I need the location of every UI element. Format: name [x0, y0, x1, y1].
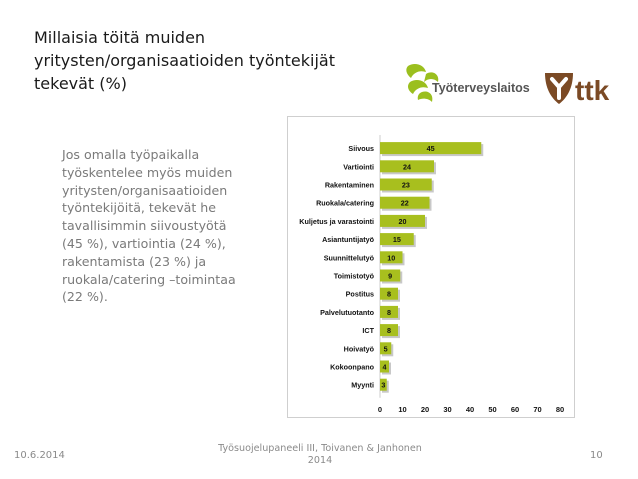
footer-date: 10.6.2014	[14, 450, 65, 461]
chart-frame: Siivous 45 Vartiointi 24 Rakentaminen 23 Ruoka…	[287, 116, 575, 418]
category-label: Asiantuntijatyö	[322, 235, 375, 244]
value-label: 20	[399, 217, 407, 226]
category-label: Palvelutuotanto	[320, 308, 375, 317]
value-label: 45	[427, 144, 435, 153]
category-label: Hoivatyö	[344, 344, 375, 353]
category-label: Vartiointi	[343, 162, 374, 171]
bar-2	[380, 178, 432, 191]
tyoterveyslaitos-logo: Työterveyslaitos	[406, 64, 530, 102]
page-number: 10	[590, 450, 603, 461]
bar-9	[380, 305, 398, 318]
body-line: (45 %), vartiointia (24 %),	[62, 235, 226, 251]
bar-6	[380, 251, 403, 264]
bar-11	[380, 342, 392, 355]
body-line: työntekijöitä, tekevät he	[62, 200, 217, 216]
value-label: 23	[402, 181, 410, 190]
category-label: Kokoonpano	[330, 363, 375, 372]
value-label: 24	[403, 162, 411, 171]
body-line: rakentamista (23 %) ja	[62, 253, 207, 269]
body-line: ruokala/catering –toimintaa	[62, 271, 236, 287]
x-tick-label: 30	[443, 405, 451, 414]
x-tick-label: 10	[398, 405, 406, 414]
body-text: Jos omalla työpaikalla työskentelee myös…	[62, 146, 262, 306]
footer-source-line-2: 2014	[307, 455, 333, 466]
footer-source-line-1: Työsuojelupaneeli III, Toivanen & Janhon…	[218, 443, 422, 454]
category-label: Postitus	[346, 290, 374, 299]
title-line-3: tekevät (%)	[34, 74, 127, 93]
value-label: 22	[401, 199, 409, 208]
bar-4	[380, 214, 425, 227]
value-label: 10	[387, 253, 395, 262]
x-tick-label: 60	[511, 405, 519, 414]
ttl-logo-text: Työterveyslaitos	[432, 81, 530, 95]
ttk-logo-text: ttk	[575, 75, 610, 106]
ttl-symbol-icon	[406, 64, 439, 102]
x-tick-label: 50	[488, 405, 496, 414]
category-label: Myynti	[351, 381, 374, 390]
category-label: Ruokala/catering	[316, 199, 374, 208]
bar-8	[380, 287, 398, 300]
bar-3	[380, 196, 430, 209]
value-label: 8	[387, 326, 391, 335]
body-line: Jos omalla työpaikalla	[62, 147, 200, 162]
category-label: Suunnittelutyö	[324, 253, 375, 262]
bar-0	[380, 142, 482, 155]
x-tick-label: 0	[378, 405, 382, 414]
value-label: 3	[381, 381, 385, 390]
category-label: Kuljetus ja varastointi	[299, 217, 374, 226]
category-label: Rakentaminen	[325, 181, 374, 190]
value-label: 4	[383, 363, 387, 372]
bar-7	[380, 269, 401, 282]
category-label: Siivous	[348, 144, 374, 153]
slide-title: Millaisia töitä muiden yritysten/organis…	[34, 26, 374, 95]
ttk-logo: ttk	[545, 73, 610, 106]
value-label: 8	[387, 290, 391, 299]
body-line: (22 %).	[62, 289, 108, 305]
body-line: työskentelee myös muiden	[62, 164, 233, 180]
body-line: tavallisimmin siivoustyötä	[62, 218, 227, 234]
category-label: ICT	[362, 326, 374, 335]
title-line-2: yritysten/organisaatioiden työntekijät	[34, 51, 335, 70]
x-tick-label: 40	[466, 405, 474, 414]
bar-12	[380, 360, 389, 373]
x-tick-label: 80	[556, 405, 564, 414]
bar-10	[380, 324, 398, 337]
value-label: 9	[388, 272, 392, 281]
value-label: 15	[393, 235, 401, 244]
value-label: 5	[384, 344, 388, 353]
category-label: Toimistotyö	[334, 272, 375, 281]
bar-1	[380, 160, 434, 173]
title-line-1: Millaisia töitä muiden	[34, 28, 206, 47]
top-bar	[0, 0, 638, 6]
footer-source: Työsuojelupaneeli III, Toivanen & Janhon…	[218, 443, 422, 467]
bar-5	[380, 233, 414, 246]
x-tick-label: 20	[421, 405, 429, 414]
value-label: 8	[387, 308, 391, 317]
ttk-shield-icon	[545, 73, 573, 104]
body-line: yritysten/organisaatioiden	[62, 182, 228, 198]
x-tick-label: 70	[533, 405, 541, 414]
bar-13	[380, 378, 387, 391]
